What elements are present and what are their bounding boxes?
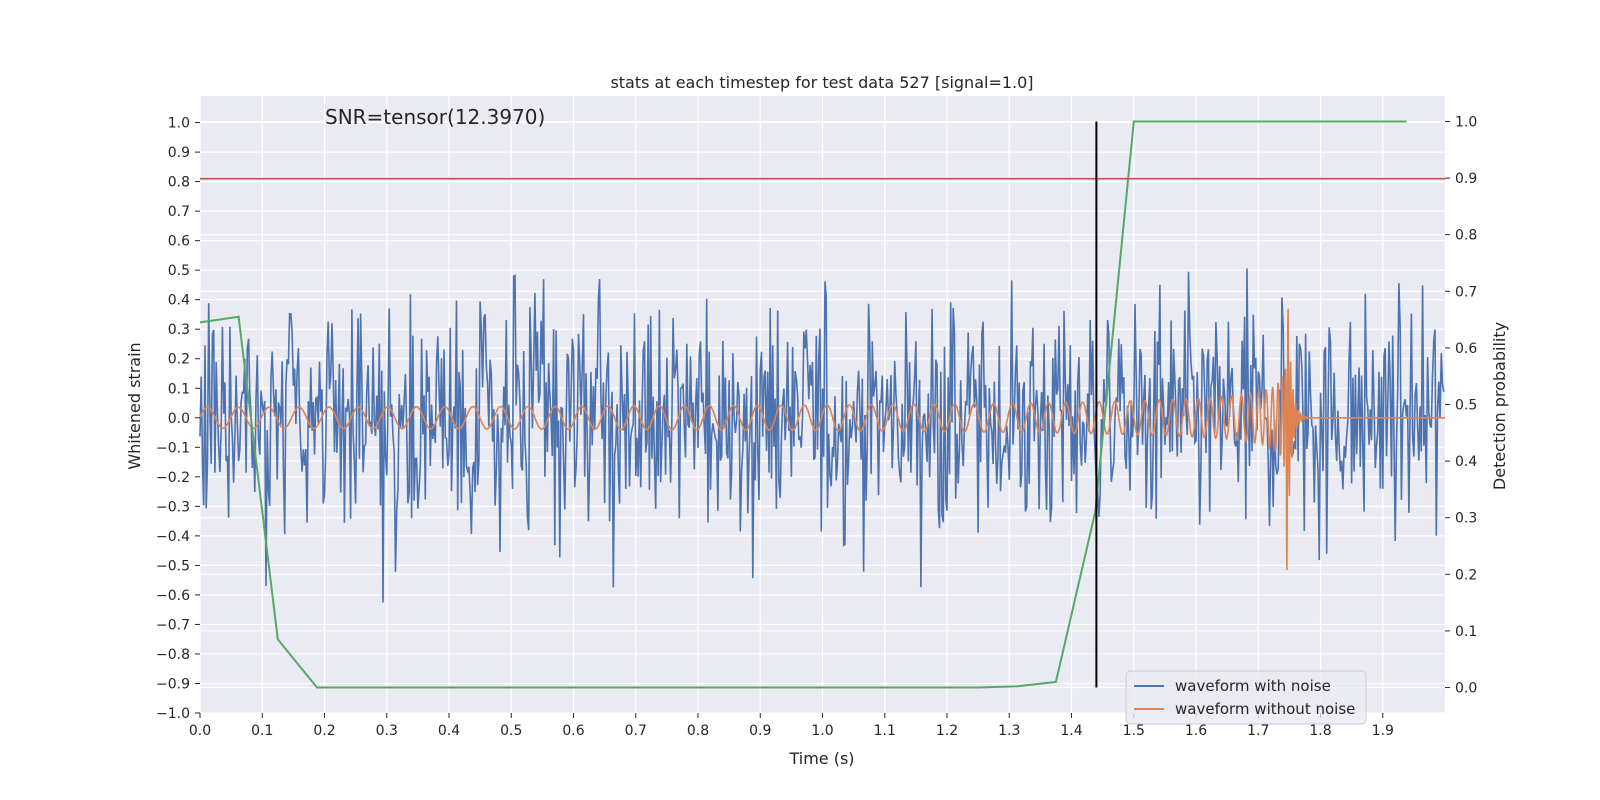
x-tick-label: 0.0 [189, 723, 211, 739]
clean-waveform-line [199, 308, 1445, 571]
y-right-tick-label: 0.2 [1455, 567, 1477, 583]
y-right-tick-label: 0.0 [1455, 681, 1477, 697]
x-tick-label: 0.9 [749, 723, 771, 739]
y-left-tick-label: 0.1 [168, 381, 190, 397]
y-left-tick-label: −0.4 [156, 529, 190, 545]
x-tick-label: 0.5 [500, 723, 522, 739]
legend-box [1125, 670, 1367, 725]
y-left-tick-label: 0.0 [168, 411, 190, 427]
y-right-axis-label: Detection probability [1490, 322, 1509, 490]
y-left-tick-label: −0.6 [156, 588, 190, 604]
y-right-tick-label: 0.1 [1455, 624, 1477, 640]
y-right-tick-label: 0.7 [1455, 284, 1477, 300]
x-tick-label: 1.6 [1185, 723, 1207, 739]
y-right-tick-label: 0.9 [1455, 171, 1477, 187]
y-left-tick-label: 0.6 [168, 234, 190, 250]
y-left-tick-label: −0.7 [156, 617, 190, 633]
x-tick-label: 0.3 [376, 723, 398, 739]
y-left-tick-label: −0.2 [156, 470, 190, 486]
reference-lines [200, 121, 1445, 688]
x-tick-label: 1.9 [1372, 723, 1394, 739]
y-right-axis-ticks: 1.0 0.9 0.8 0.7 0.6 0.5 0.4 0.3 0.2 0.1 0.0 [1445, 114, 1477, 697]
x-tick-label: 0.8 [687, 723, 709, 739]
y-left-axis-ticks: 1.0 0.9 0.8 0.7 0.6 0.5 0.4 0.3 0.2 0.1 0.0 −0.1 −0.… [156, 116, 200, 722]
x-tick-label: 1.7 [1247, 723, 1269, 739]
y-left-tick-label: 1.0 [168, 116, 190, 132]
y-left-tick-label: 0.5 [168, 263, 190, 279]
y-right-tick-label: 0.6 [1455, 341, 1477, 357]
y-left-tick-label: 0.7 [168, 204, 190, 220]
x-tick-label: 1.1 [874, 723, 896, 739]
x-tick-label: 0.4 [438, 723, 460, 739]
y-left-tick-label: −0.5 [156, 558, 190, 574]
x-tick-label: 1.3 [998, 723, 1020, 739]
series-waveform-without-noise [199, 308, 1445, 571]
x-tick-label: 1.4 [1060, 723, 1082, 739]
snr-annotation: SNR=tensor(12.3970) [325, 105, 545, 129]
legend: waveform with noise waveform without noi… [1125, 670, 1367, 725]
y-right-tick-label: 0.8 [1455, 228, 1477, 244]
x-tick-label: 1.2 [936, 723, 958, 739]
x-axis-ticks: 0.0 0.1 0.2 0.3 0.4 0.5 0.6 0.7 0.8 0.9 1.0 1.1 1.2 1… [189, 713, 1394, 739]
x-tick-label: 0.6 [562, 723, 584, 739]
y-left-tick-label: 0.4 [168, 293, 190, 309]
y-right-tick-label: 1.0 [1455, 114, 1477, 130]
x-tick-label: 1.0 [811, 723, 833, 739]
y-left-tick-label: −0.9 [156, 676, 190, 692]
y-right-tick-label: 0.3 [1455, 511, 1477, 527]
x-tick-label: 0.7 [625, 723, 647, 739]
y-left-tick-label: 0.2 [168, 352, 190, 368]
y-right-tick-label: 0.5 [1455, 398, 1477, 414]
chart-title: stats at each timestep for test data 527… [610, 73, 1033, 92]
y-left-tick-label: −0.1 [156, 440, 190, 456]
y-left-axis-label: Whitened strain [125, 342, 144, 469]
y-right-tick-label: 0.4 [1455, 454, 1477, 470]
x-tick-label: 1.8 [1309, 723, 1331, 739]
y-left-tick-label: −0.3 [156, 499, 190, 515]
x-tick-label: 1.5 [1123, 723, 1145, 739]
x-tick-label: 0.2 [313, 723, 335, 739]
y-left-tick-label: 0.9 [168, 145, 190, 161]
series-detection-probability [199, 120, 1407, 689]
probability-line [199, 120, 1407, 689]
x-axis-label: Time (s) [788, 749, 854, 768]
y-left-tick-label: −1.0 [156, 706, 190, 722]
y-left-tick-label: 0.8 [168, 175, 190, 191]
y-left-tick-label: −0.8 [156, 647, 190, 663]
x-tick-label: 0.1 [251, 723, 273, 739]
legend-label-noise: waveform with noise [1175, 677, 1331, 695]
legend-label-clean: waveform without noise [1175, 700, 1355, 718]
y-left-tick-label: 0.3 [168, 322, 190, 338]
